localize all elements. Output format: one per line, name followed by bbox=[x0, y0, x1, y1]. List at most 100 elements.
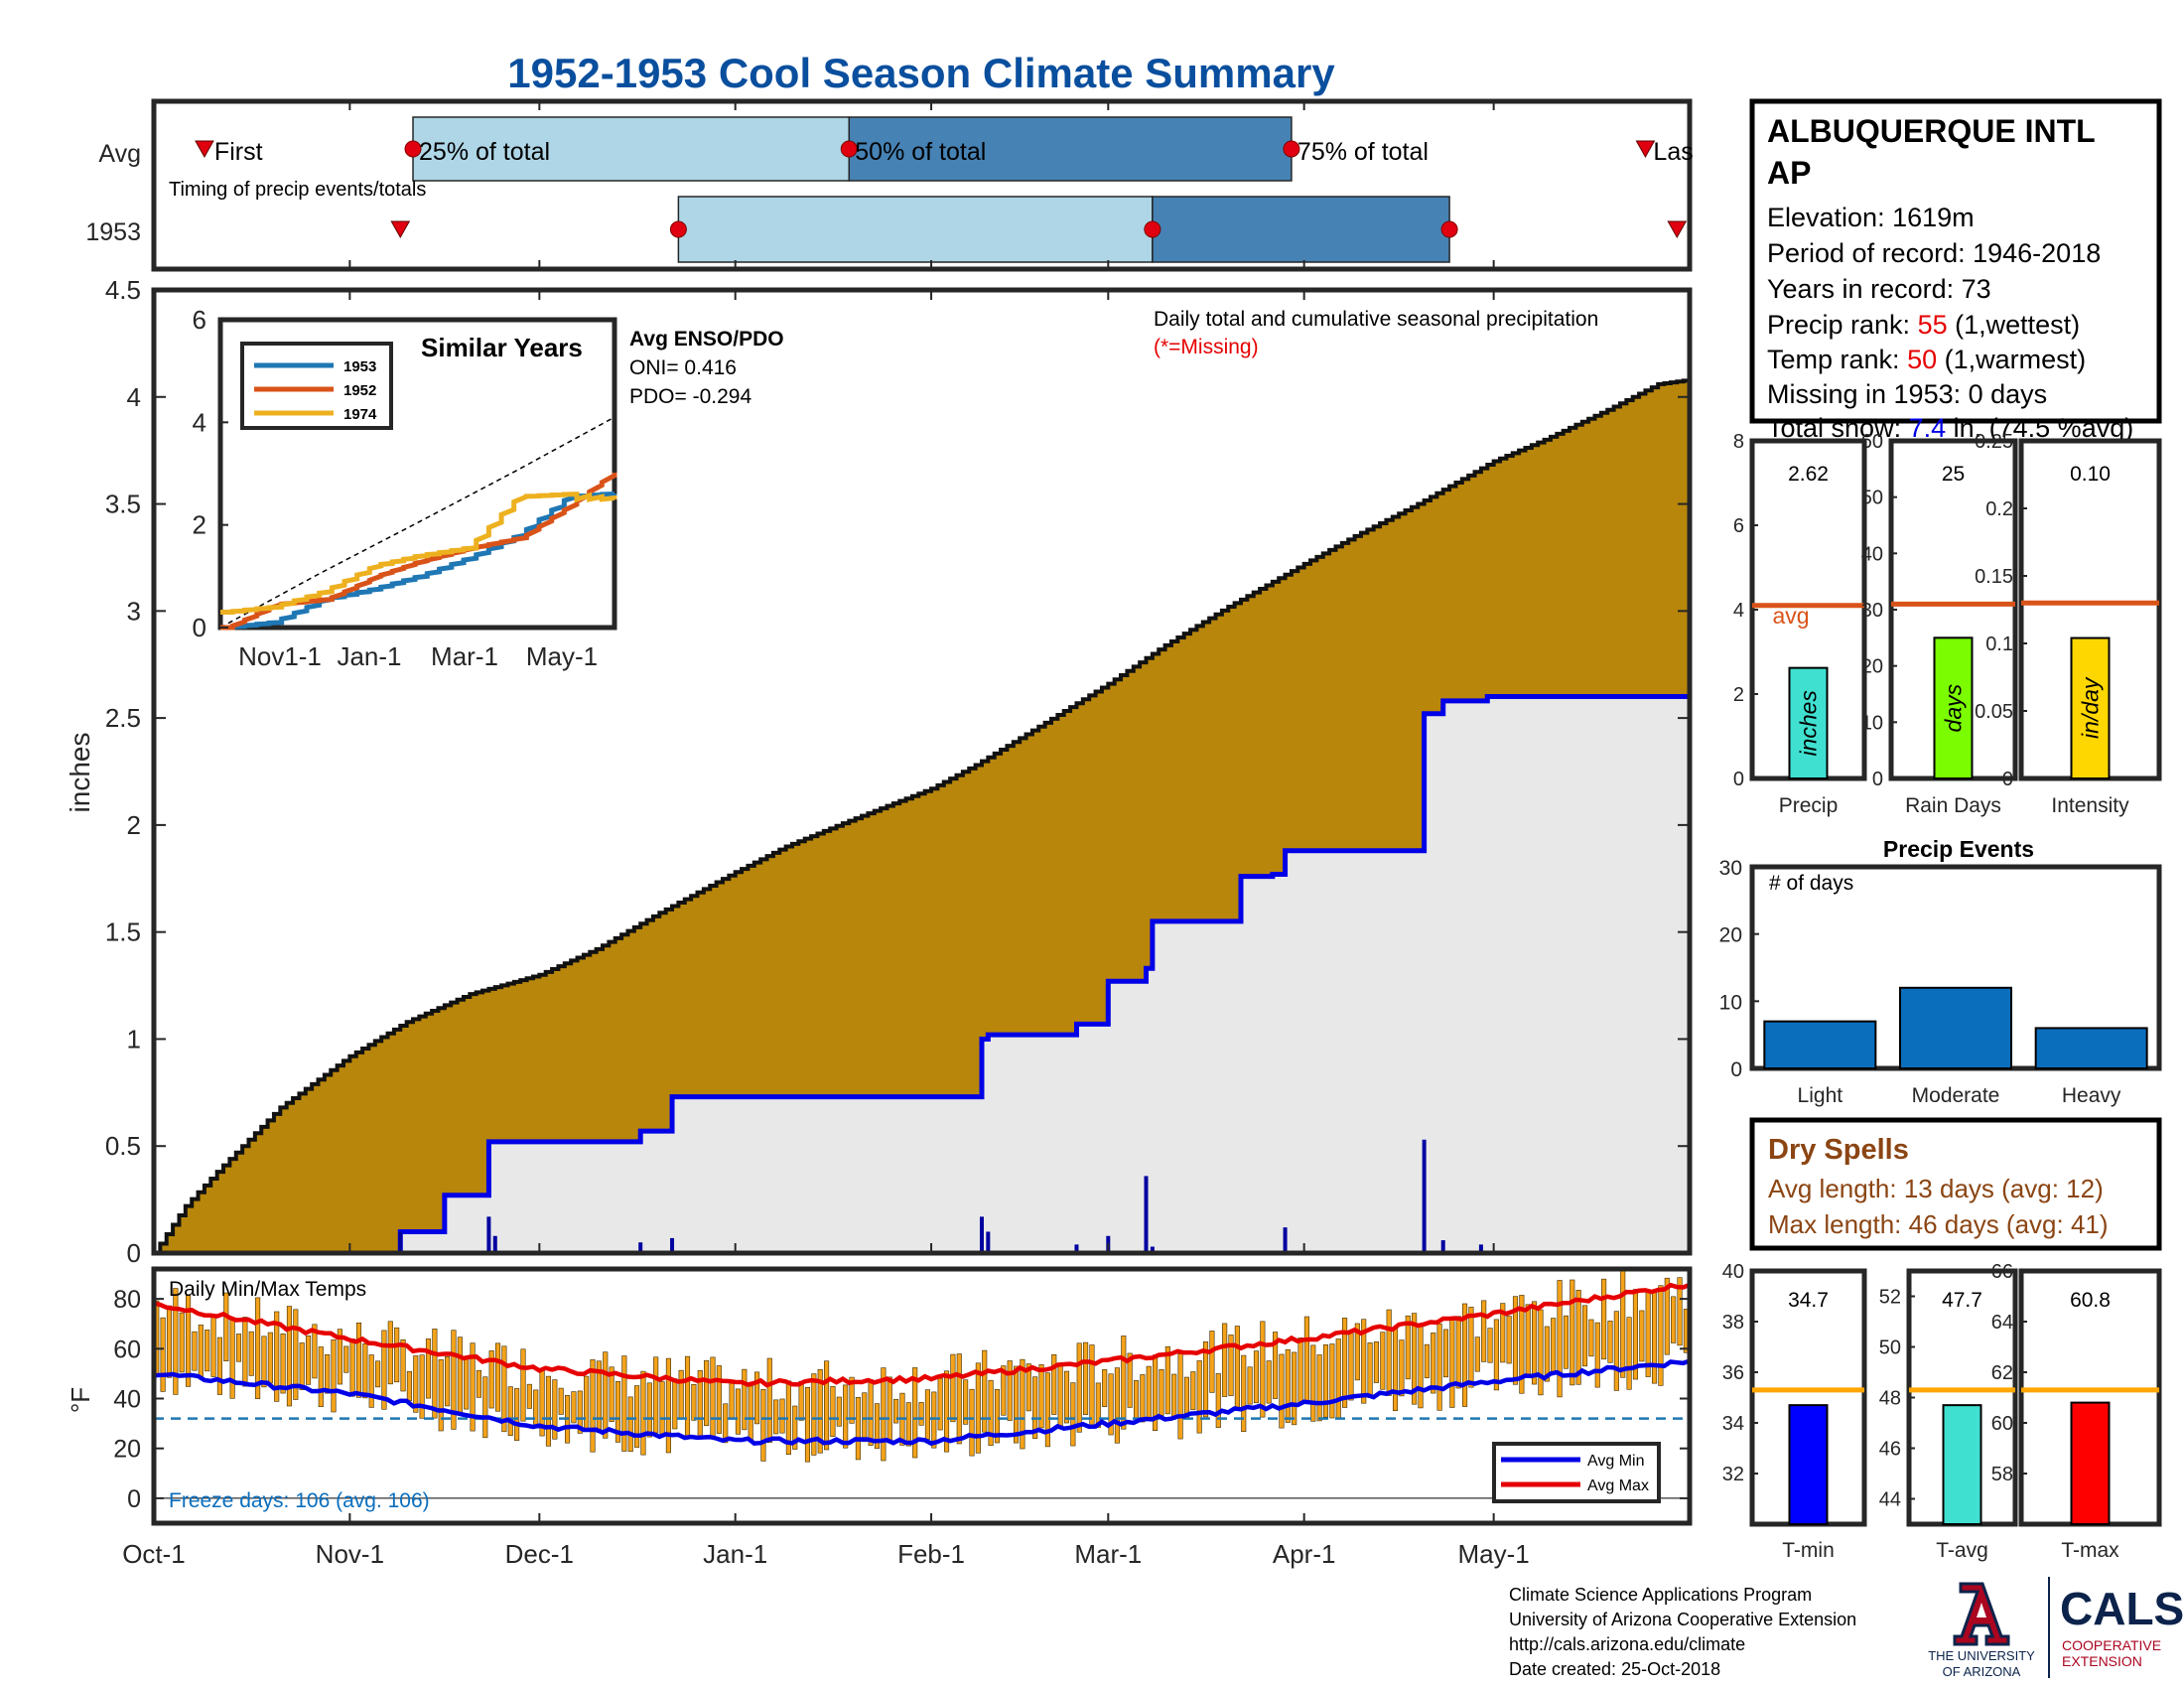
daily-temp-bar bbox=[711, 1357, 716, 1437]
daily-temp-bar bbox=[906, 1403, 911, 1447]
daily-temp-bar bbox=[495, 1343, 500, 1411]
daily-temp-bar bbox=[287, 1307, 292, 1406]
daily-temp-bar bbox=[1292, 1352, 1297, 1425]
timing-panel: First 25% of total 50% of total 75% of tota… bbox=[85, 101, 1693, 269]
inset-xtick-label: Mar-1 bbox=[431, 641, 498, 671]
station-temp-rank: Temp rank: 50 (1,warmest) bbox=[1767, 345, 2086, 374]
daily-temp-bar bbox=[685, 1356, 690, 1439]
daily-temp-bar bbox=[1539, 1310, 1544, 1395]
daily-temp-bar bbox=[628, 1397, 633, 1452]
daily-temp-bar bbox=[1267, 1361, 1272, 1404]
daily-temp-bar bbox=[199, 1325, 204, 1378]
precip-summary-ytick-label: 0.15 bbox=[1975, 566, 2013, 588]
daily-temp-bar bbox=[1450, 1320, 1455, 1407]
freeze-days-label: Freeze days: 106 (avg. 106) bbox=[169, 1489, 430, 1512]
timing-q25-label: 25% of total bbox=[419, 138, 550, 166]
timing-year-q25-marker bbox=[670, 221, 686, 237]
temp-summary-bar-0 bbox=[1790, 1405, 1828, 1524]
temp-ytick-label: 20 bbox=[113, 1436, 141, 1464]
temp-ylabel: °F bbox=[66, 1387, 95, 1413]
daily-temp-bar bbox=[1387, 1310, 1392, 1395]
main-ytick-label: 2 bbox=[127, 810, 141, 840]
daily-temp-bar bbox=[799, 1381, 804, 1420]
daily-temp-bar bbox=[356, 1323, 361, 1397]
main-ylabel: inches bbox=[65, 733, 95, 813]
daily-temp-bar bbox=[1280, 1354, 1285, 1428]
timing-last-label: Las bbox=[1653, 138, 1693, 166]
footer-line4: Date created: 25-Oct-2018 bbox=[1509, 1659, 1720, 1679]
daily-temp-bar bbox=[692, 1384, 697, 1420]
temp-summary-ytick-label: 46 bbox=[1879, 1439, 1901, 1461]
event-category-label: Heavy bbox=[2062, 1084, 2121, 1107]
daily-temp-bar bbox=[666, 1358, 671, 1453]
daily-temp-bar bbox=[925, 1390, 930, 1440]
daily-temp-bar bbox=[1601, 1279, 1606, 1359]
daily-precip-bar bbox=[1145, 1176, 1149, 1253]
daily-temp-bar bbox=[193, 1332, 198, 1370]
timing-year-q75-marker bbox=[1441, 221, 1457, 237]
daily-temp-bar bbox=[970, 1389, 975, 1456]
precip-summary-bars: 2.62inchesPrecip0246825daysRain Days0102… bbox=[1733, 431, 2159, 817]
daily-temp-bar bbox=[325, 1354, 330, 1393]
precip-summary-value: 0.10 bbox=[2070, 463, 2111, 486]
precip-summary-label: Intensity bbox=[2051, 794, 2129, 817]
daily-temp-bar bbox=[679, 1370, 684, 1418]
precip-summary-ytick-label: 6 bbox=[1733, 515, 1744, 537]
event-ytick-label: 10 bbox=[1719, 991, 1742, 1014]
dry-spells-title: Dry Spells bbox=[1768, 1134, 1909, 1166]
timing-caption: Timing of precip events/totals bbox=[169, 179, 426, 201]
daily-temp-bar bbox=[319, 1346, 324, 1406]
daily-temp-bar bbox=[869, 1380, 874, 1446]
daily-temp-bar bbox=[1481, 1301, 1486, 1362]
daily-temp-bar bbox=[887, 1377, 892, 1443]
daily-temp-bar bbox=[622, 1356, 627, 1452]
timing-row-avg-label: Avg bbox=[98, 140, 141, 168]
x-tick-label: Oct-1 bbox=[122, 1539, 186, 1569]
temperature-panel: 020406080 Daily Min/Max Temps °F Freeze … bbox=[66, 1269, 1690, 1523]
station-precip-rank: Precip rank: 55 (1,wettest) bbox=[1767, 310, 2080, 340]
daily-temp-bar bbox=[1090, 1344, 1095, 1427]
temp-summary-ytick-label: 60 bbox=[1991, 1413, 2013, 1435]
daily-temp-bar bbox=[1147, 1366, 1152, 1420]
daily-precip-bar bbox=[980, 1216, 984, 1253]
daily-temp-bar bbox=[1222, 1324, 1227, 1397]
timing-row-year-label: 1953 bbox=[85, 218, 141, 246]
main-note: Daily total and cumulative seasonal prec… bbox=[1154, 308, 1598, 331]
precip-summary-ytick-label: 0.1 bbox=[1985, 633, 2013, 655]
daily-temp-bar bbox=[1469, 1307, 1474, 1387]
precip-summary-value: 25 bbox=[1942, 463, 1965, 486]
events-ylabel: # of days bbox=[1769, 872, 1853, 895]
daily-temp-bar bbox=[1507, 1317, 1512, 1364]
daily-temp-bar bbox=[1564, 1316, 1569, 1368]
daily-temp-bar bbox=[174, 1289, 179, 1395]
daily-temp-bar bbox=[982, 1350, 987, 1432]
footer-line3: http://cals.arizona.edu/climate bbox=[1509, 1634, 1745, 1654]
ua-line2: OF ARIZONA bbox=[1943, 1664, 2021, 1679]
daily-temp-bar bbox=[1286, 1349, 1291, 1422]
temp-rank-note: (1,warmest) bbox=[1937, 345, 2086, 374]
daily-temp-bar bbox=[217, 1337, 222, 1394]
timing-year-q50-marker bbox=[1145, 221, 1160, 237]
x-tick-label: May-1 bbox=[1458, 1539, 1530, 1569]
daily-temp-bar bbox=[375, 1361, 380, 1387]
daily-temp-bar bbox=[1323, 1344, 1328, 1417]
daily-temp-bar bbox=[1102, 1369, 1107, 1406]
daily-temp-bar bbox=[249, 1332, 254, 1375]
daily-temp-bar bbox=[1526, 1305, 1531, 1375]
daily-temp-bar bbox=[1419, 1327, 1424, 1408]
timing-year-q50-q75-box bbox=[1153, 197, 1449, 262]
daily-temp-bar bbox=[426, 1338, 431, 1398]
enso-title: Avg ENSO/PDO bbox=[629, 328, 784, 351]
main-missing-note: (*=Missing) bbox=[1154, 336, 1259, 358]
daily-temp-bar bbox=[464, 1358, 469, 1409]
precip-summary-ytick-label: 40 bbox=[1861, 543, 1883, 565]
daily-temp-bar bbox=[856, 1397, 861, 1460]
precip-summary-ytick-label: 0 bbox=[1733, 769, 1744, 790]
daily-temp-bar bbox=[439, 1359, 444, 1431]
daily-temp-bar bbox=[1071, 1383, 1076, 1446]
daily-temp-bar bbox=[1374, 1341, 1379, 1382]
daily-temp-bar bbox=[1488, 1329, 1493, 1363]
temp-summary-value: 60.8 bbox=[2070, 1289, 2111, 1312]
figure-title: 1952-1953 Cool Season Climate Summary bbox=[507, 50, 1335, 96]
daily-temp-bar bbox=[1443, 1330, 1448, 1377]
